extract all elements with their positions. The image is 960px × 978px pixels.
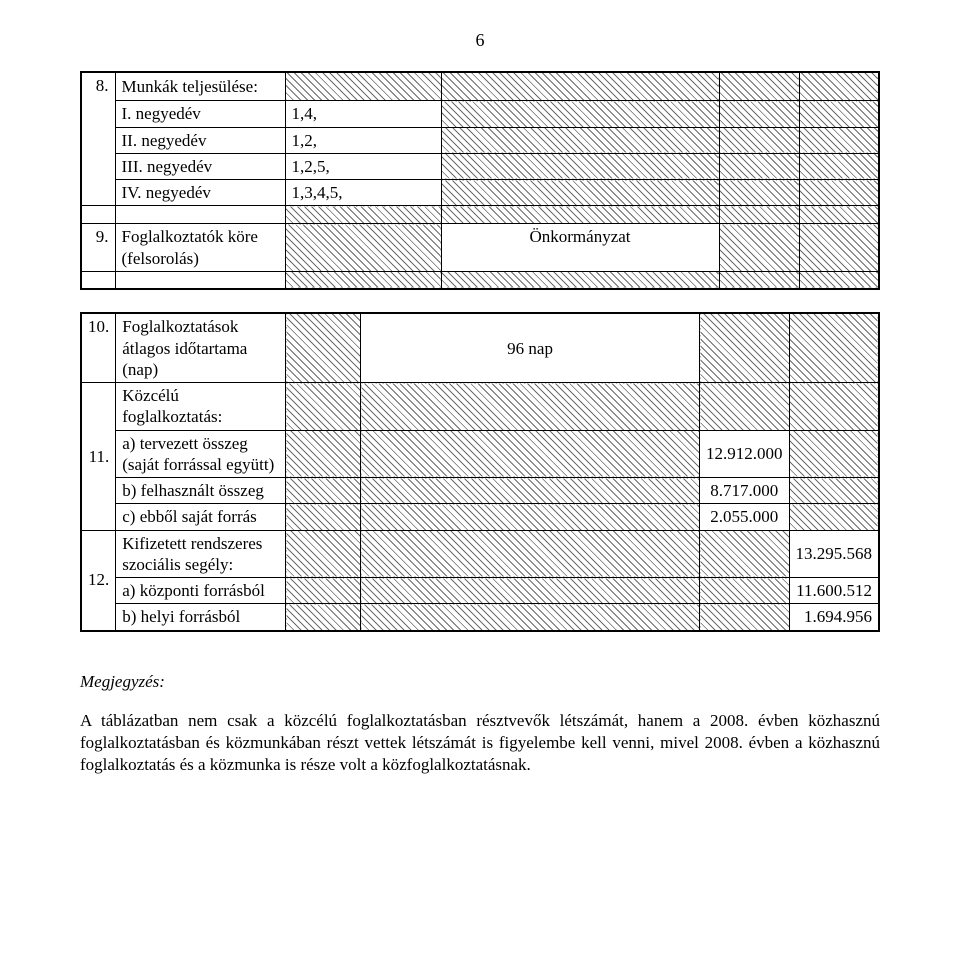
- hatch-cell: [286, 578, 361, 604]
- hatch-cell: [789, 430, 879, 478]
- hatch-cell: [700, 604, 790, 631]
- hatch-cell: [789, 478, 879, 504]
- hatch-cell: [361, 478, 700, 504]
- sec8-row2-label: II. negyedév: [115, 127, 285, 153]
- hatch-cell: [361, 578, 700, 604]
- sec8-row3-value: 1,2,5,: [285, 153, 441, 179]
- sec10-value: 96 nap: [361, 313, 700, 382]
- hatch-cell: [285, 224, 441, 272]
- sec11-b-label: b) felhasznált összeg: [116, 478, 286, 504]
- hatch-cell: [441, 153, 719, 179]
- hatch-cell: [286, 478, 361, 504]
- sec11-b-value: 8.717.000: [700, 478, 790, 504]
- sec8-row4-label: IV. negyedév: [115, 180, 285, 206]
- hatch-cell: [799, 127, 879, 153]
- row-num-12: 12.: [81, 530, 116, 631]
- sec11-c-label: c) ebből saját forrás: [116, 504, 286, 530]
- note-body: A táblázatban nem csak a közcélú foglalk…: [80, 710, 880, 776]
- row-num-8: 8.: [81, 72, 115, 206]
- sec8-row2-value: 1,2,: [285, 127, 441, 153]
- row-num-9: 9.: [81, 224, 115, 272]
- sec12-a-value: 11.600.512: [789, 578, 879, 604]
- hatch-cell: [700, 578, 790, 604]
- hatch-cell: [719, 224, 799, 272]
- sec8-row4-value: 1,3,4,5,: [285, 180, 441, 206]
- sec10-label: Foglalkoztatások átlagos időtartama (nap…: [116, 313, 286, 382]
- sec12-a-label: a) központi forrásból: [116, 578, 286, 604]
- table-sections-8-9: 8. Munkák teljesülése: I. negyedév 1,4, …: [80, 71, 880, 290]
- hatch-cell: [286, 604, 361, 631]
- sec12-title-value: 13.295.568: [789, 530, 879, 578]
- hatch-cell: [799, 180, 879, 206]
- sec8-title: Munkák teljesülése:: [115, 72, 285, 101]
- hatch-cell: [441, 127, 719, 153]
- sec9-value: Önkormányzat: [441, 224, 719, 272]
- sec8-row1-value: 1,4,: [285, 101, 441, 127]
- table-sections-10-12: 10. Foglalkoztatások átlagos időtartama …: [80, 312, 880, 631]
- hatch-cell: [700, 383, 790, 431]
- document-page: 6 8. Munkák teljesülése: I. negyedév 1,4…: [0, 0, 960, 816]
- sec12-b-value: 1.694.956: [789, 604, 879, 631]
- sec11-a-label: a) tervezett összeg (saját forrással egy…: [116, 430, 286, 478]
- page-number: 6: [80, 30, 880, 51]
- hatch-cell: [799, 224, 879, 272]
- sec11-a-value: 12.912.000: [700, 430, 790, 478]
- hatch-cell: [286, 383, 361, 431]
- hatch-cell: [361, 504, 700, 530]
- sec8-row3-label: III. negyedév: [115, 153, 285, 179]
- hatch-cell: [285, 72, 441, 101]
- hatch-cell: [286, 313, 361, 382]
- hatch-cell: [286, 430, 361, 478]
- hatch-cell: [799, 72, 879, 101]
- hatch-cell: [789, 313, 879, 382]
- hatch-cell: [700, 530, 790, 578]
- sec11-title: Közcélú foglalkoztatás:: [116, 383, 286, 431]
- sec12-title: Kifizetett rendszeres szociális segély:: [116, 530, 286, 578]
- hatch-cell: [361, 430, 700, 478]
- hatch-cell: [719, 72, 799, 101]
- hatch-cell: [441, 180, 719, 206]
- hatch-cell: [286, 504, 361, 530]
- hatch-cell: [441, 72, 719, 101]
- sec12-b-label: b) helyi forrásból: [116, 604, 286, 631]
- hatch-cell: [799, 153, 879, 179]
- hatch-cell: [789, 383, 879, 431]
- hatch-cell: [700, 313, 790, 382]
- hatch-cell: [719, 101, 799, 127]
- hatch-cell: [361, 604, 700, 631]
- sec9-label: Foglalkoztatók köre (felsorolás): [115, 224, 285, 272]
- hatch-cell: [361, 530, 700, 578]
- hatch-cell: [719, 127, 799, 153]
- hatch-cell: [719, 153, 799, 179]
- hatch-cell: [286, 530, 361, 578]
- note-heading: Megjegyzés:: [80, 672, 880, 692]
- sec8-row1-label: I. negyedév: [115, 101, 285, 127]
- hatch-cell: [719, 180, 799, 206]
- sec11-c-value: 2.055.000: [700, 504, 790, 530]
- hatch-cell: [361, 383, 700, 431]
- row-num-11: 11.: [81, 383, 116, 531]
- hatch-cell: [441, 101, 719, 127]
- hatch-cell: [799, 101, 879, 127]
- hatch-cell: [789, 504, 879, 530]
- row-num-10: 10.: [81, 313, 116, 382]
